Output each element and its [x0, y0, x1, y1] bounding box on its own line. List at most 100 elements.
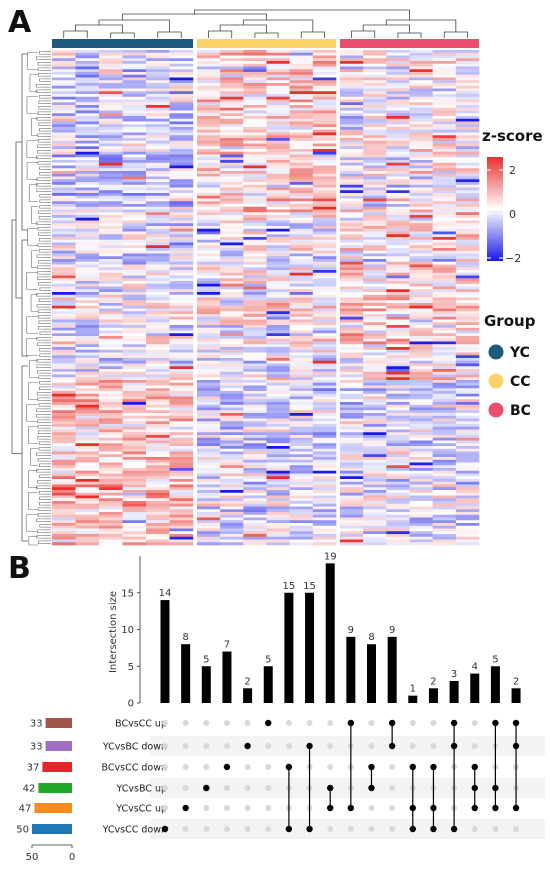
set-label-2: BCvsCC down: [102, 763, 167, 774]
intersection-dot-12-4: [409, 804, 416, 812]
group-legend-title: Group: [484, 312, 536, 330]
intersection-bar-8: [325, 563, 335, 703]
intersection-label-4: 2: [244, 676, 250, 687]
intersection-dot-14-1: [450, 742, 458, 750]
row-dendrogram: [11, 51, 51, 546]
y-tick-0: 0: [128, 699, 134, 710]
group-bar-yc: [52, 39, 193, 48]
set-size-bar-2: [42, 762, 72, 772]
intersection-bar-17: [511, 688, 521, 703]
y-tick-15: 15: [121, 588, 134, 599]
intersection-label-12: 1: [410, 684, 416, 695]
set-label-3: YCvsBC up: [115, 784, 167, 795]
intersection-dot-6-5: [285, 825, 293, 833]
group-legend-dot-bc: [488, 402, 504, 418]
set-size-label-5: 50: [16, 825, 29, 836]
set-size-label-3: 42: [23, 784, 36, 795]
intersection-dot-5-0: [265, 719, 272, 727]
intersection-dot-13-4: [430, 804, 437, 812]
intersection-label-8: 19: [324, 551, 337, 562]
intersection-label-14: 3: [451, 669, 457, 680]
intersection-label-1: 8: [182, 632, 188, 643]
set-size-label-0: 33: [30, 719, 43, 730]
group-legend: YC CC BC: [488, 344, 531, 419]
zscore-tick-low: −2: [505, 252, 521, 265]
intersection-dot-15-4: [471, 804, 478, 812]
heatmap: [52, 50, 480, 546]
intersection-label-3: 7: [224, 640, 230, 651]
intersection-dot-10-3: [368, 784, 375, 792]
intersection-bar-0: [160, 600, 170, 703]
zscore-tick-mid: 0: [509, 208, 516, 221]
intersection-dot-12-5: [409, 825, 416, 833]
intersection-dot-12-2: [409, 763, 416, 771]
intersection-dot-15-2: [471, 763, 478, 771]
intersection-axis: 0 5 10 15: [121, 556, 141, 710]
intersection-label-7: 15: [303, 581, 316, 592]
intersection-label-15: 4: [472, 662, 478, 673]
intersection-dot-8-4: [327, 804, 334, 812]
intersection-dot-17-4: [512, 804, 520, 812]
intersection-dot-16-3: [492, 784, 499, 792]
intersection-bar-2: [201, 666, 211, 703]
intersection-dot-7-1: [306, 742, 313, 750]
intersection-bar-10: [367, 644, 376, 703]
intersection-label-0: 14: [159, 588, 172, 599]
set-label-0: BCvsCC up: [115, 719, 167, 730]
intersection-label-10: 8: [368, 632, 374, 643]
intersection-bars: 14 8 5 7 2 5 15 15 19 9 8 9 1 2 3 4 5 2: [159, 551, 521, 703]
intersection-dot-4-1: [244, 742, 251, 750]
group-legend-label-cc: CC: [510, 374, 531, 390]
set-label-1: YCvsBC down: [102, 742, 167, 753]
intersection-bar-6: [284, 592, 294, 703]
intersection-dot-1-4: [182, 804, 189, 812]
intersection-matrix: BCvsCC up YCvsBC down BCvsCC down YCvsBC up…: [102, 719, 545, 839]
set-size-bar-1: [45, 741, 72, 751]
set-size-bars: 33 33 37 42 47 50 50 0: [16, 718, 75, 863]
set-label-5: YCvsCC down: [102, 825, 167, 836]
intersection-bar-11: [387, 636, 397, 703]
intersection-label-16: 5: [492, 654, 498, 665]
set-size-bar-5: [32, 824, 72, 834]
intersection-dot-14-0: [450, 719, 458, 727]
group-annotation-bars: [52, 39, 479, 48]
intersection-bar-9: [346, 636, 356, 703]
column-dendrogram: [63, 9, 468, 38]
set-size-label-2: 37: [27, 763, 40, 774]
panel-b-label: B: [8, 551, 31, 586]
y-tick-5: 5: [128, 662, 134, 673]
panel-a-label: A: [8, 5, 32, 40]
intersection-bar-1: [181, 644, 191, 703]
y-axis-label: Intersection size: [108, 591, 119, 673]
set-size-label-1: 33: [30, 742, 43, 753]
y-tick-10: 10: [121, 625, 134, 636]
intersection-dot-2-3: [203, 784, 210, 792]
group-legend-label-bc: BC: [510, 403, 531, 419]
intersection-dot-17-1: [512, 742, 520, 750]
intersection-dot-6-2: [285, 763, 293, 771]
intersection-dot-10-2: [368, 763, 375, 771]
intersection-bar-4: [243, 688, 253, 703]
intersection-bar-16: [490, 666, 500, 703]
zscore-tick-high: 2: [509, 164, 516, 177]
intersection-bar-7: [305, 592, 315, 703]
zscore-colorbar: [487, 157, 503, 261]
set-size-bar-4: [34, 803, 72, 813]
set-size-bar-3: [38, 783, 72, 793]
intersection-label-11: 9: [389, 625, 395, 636]
group-legend-dot-yc: [488, 344, 504, 360]
intersection-bar-12: [408, 695, 418, 703]
intersection-dot-16-0: [492, 719, 499, 727]
intersection-bar-15: [470, 673, 480, 703]
intersection-dot-14-5: [450, 825, 458, 833]
intersection-dot-15-3: [471, 784, 478, 792]
intersection-dot-16-4: [492, 804, 499, 812]
intersection-dot-13-2: [430, 763, 437, 771]
set-size-tick-50: 50: [26, 852, 39, 863]
intersection-label-9: 9: [348, 625, 354, 636]
intersection-bar-3: [222, 651, 232, 703]
intersection-dot-7-5: [306, 825, 313, 833]
group-legend-dot-cc: [488, 373, 504, 389]
intersection-bar-13: [428, 688, 438, 703]
